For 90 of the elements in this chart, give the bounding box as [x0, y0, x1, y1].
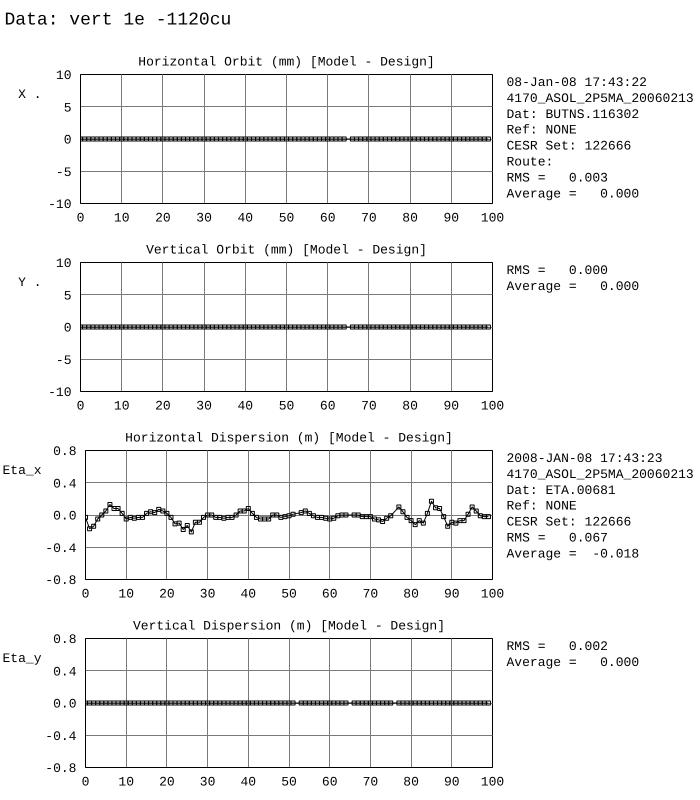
x-tick-label: 100: [480, 210, 504, 226]
x-tick-label: 70: [361, 398, 377, 414]
y-axis-title: X .: [18, 87, 42, 102]
x-tick-label: 60: [320, 210, 336, 226]
x-tick-label: 20: [155, 210, 171, 226]
text: 4170_ASOL_2P5MA_20060213: [506, 466, 694, 482]
y-tick-label: -5: [56, 164, 72, 180]
x-tick-label: 70: [361, 210, 377, 226]
y-tick-label: 0.4: [53, 476, 77, 492]
x-tick-label: 70: [362, 586, 378, 602]
x-tick-label: 60: [322, 774, 338, 790]
text: Ref: NONE: [506, 122, 577, 138]
text: RMS = 0.067: [506, 530, 608, 546]
x-tick-label: 0: [82, 774, 90, 790]
y-tick-label: 0.8: [53, 444, 76, 459]
y-tick-label: 0.4: [53, 664, 77, 680]
y-tick-label: -0.8: [45, 761, 77, 776]
x-tick-label: 50: [281, 774, 297, 790]
x-tick-label: 100: [480, 398, 504, 414]
y-tick-label: -0.8: [45, 573, 77, 588]
x-tick-label: 70: [362, 774, 378, 790]
y-tick-label: -10: [48, 385, 72, 400]
x-tick-label: 10: [118, 774, 134, 790]
y-tick-label: -0.4: [45, 540, 77, 556]
x-tick-label: 30: [196, 210, 212, 226]
x-tick-label: 80: [403, 774, 419, 790]
x-tick-label: 100: [480, 586, 504, 602]
y-tick-label: 5: [64, 100, 72, 116]
text: Average = 0.000: [506, 186, 640, 202]
text: CESR Set: 122666: [506, 138, 632, 154]
y-tick-label: -0.4: [45, 728, 77, 744]
x-tick-label: 50: [278, 210, 294, 226]
x-tick-label: 40: [238, 210, 254, 226]
x-tick-label: 80: [402, 210, 418, 226]
chart-title: Vertical Dispersion (m) [Model - Design]: [132, 618, 446, 634]
y-tick-label: -5: [56, 352, 72, 368]
text: Dat: ETA.00681: [506, 482, 616, 498]
x-tick-label: 90: [444, 210, 460, 226]
y-tick-label: 0.8: [53, 632, 76, 647]
text: Dat: BUTNS.116302: [506, 106, 640, 122]
y-tick-label: 0.0: [53, 508, 76, 524]
text: Average = -0.018: [506, 546, 640, 562]
y-axis-title: Eta_x: [2, 463, 42, 478]
text: CESR Set: 122666: [506, 514, 632, 530]
y-tick-label: 5: [64, 288, 72, 304]
x-tick-label: 100: [480, 774, 504, 790]
x-tick-label: 20: [159, 774, 175, 790]
x-tick-label: 10: [114, 398, 130, 414]
x-tick-label: 80: [403, 586, 419, 602]
x-tick-label: 80: [402, 398, 418, 414]
x-tick-label: 40: [240, 774, 256, 790]
y-axis-title: Eta_y: [2, 651, 42, 666]
x-tick-label: 30: [200, 774, 216, 790]
x-tick-label: 40: [240, 586, 256, 602]
x-tick-label: 90: [444, 774, 460, 790]
text: RMS = 0.000: [506, 263, 608, 278]
x-tick-label: 50: [281, 586, 297, 602]
x-tick-label: 10: [114, 210, 130, 226]
y-tick-label: 0.0: [53, 696, 76, 712]
y-axis-title: Y .: [18, 275, 42, 290]
x-tick-label: 60: [320, 398, 336, 414]
text: RMS = 0.002: [506, 639, 608, 654]
x-tick-label: 90: [444, 586, 460, 602]
x-tick-label: 10: [118, 586, 134, 602]
x-tick-label: 20: [159, 586, 175, 602]
y-tick-label: 10: [56, 68, 72, 83]
x-tick-label: 30: [200, 586, 216, 602]
text: Average = 0.000: [506, 278, 640, 294]
chart-title: Horizontal Dispersion (m) [Model - Design]: [125, 430, 453, 446]
chart-subtitle: Horizontal Orbit (mm) [Model - Design]: [138, 54, 435, 70]
x-tick-label: 90: [444, 398, 460, 414]
y-tick-label: 0: [64, 132, 72, 148]
text: 2008-JAN-08 17:43:23: [506, 451, 663, 466]
text: RMS = 0.003: [506, 170, 608, 186]
chart-title: Vertical Orbit (mm) [Model - Design]: [146, 242, 427, 258]
chart-title: Data: vert 1e -1120cu: [4, 10, 232, 30]
y-tick-label: 0: [64, 320, 72, 336]
x-tick-label: 30: [196, 398, 212, 414]
text: 4170_ASOL_2P5MA_20060213: [506, 90, 694, 106]
text: Ref: NONE: [506, 498, 577, 514]
text: Route:: [506, 154, 554, 170]
x-tick-label: 40: [238, 398, 254, 414]
text: 08-Jan-08 17:43:22: [506, 75, 647, 90]
x-tick-label: 20: [155, 398, 171, 414]
y-tick-label: 10: [56, 256, 72, 271]
x-tick-label: 50: [278, 398, 294, 414]
x-tick-label: 60: [322, 586, 338, 602]
x-tick-label: 0: [82, 586, 90, 602]
y-tick-label: -10: [48, 197, 72, 212]
text: Average = 0.000: [506, 654, 640, 670]
